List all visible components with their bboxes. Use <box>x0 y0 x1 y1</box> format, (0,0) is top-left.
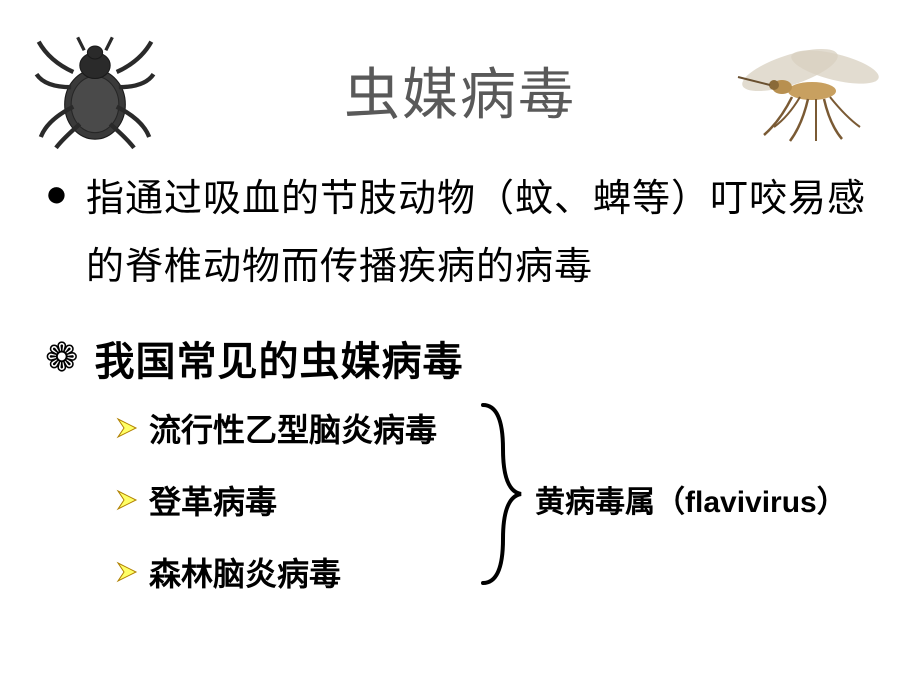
definition-text: 指通过吸血的节肢动物（蚊、蜱等）叮咬易感的脊椎动物而传播疾病的病毒 <box>86 165 875 301</box>
brace-icon <box>475 399 525 589</box>
section-heading: 我国常见的虫媒病毒 <box>95 329 464 387</box>
slide-title: 虫媒病毒 <box>0 50 920 131</box>
definition-row: ● 指通过吸血的节肢动物（蚊、蜱等）叮咬易感的脊椎动物而传播疾病的病毒 <box>45 165 875 301</box>
list-item-label: 登革病毒 <box>149 477 277 523</box>
sublist-area: 流行性乙型脑炎病毒 登革病毒 森林脑炎病毒 黄病毒属（ <box>115 405 875 595</box>
list-item-label: 流行性乙型脑炎病毒 <box>149 405 437 451</box>
right-arrow-icon <box>115 560 139 584</box>
flower-icon: ❁ <box>45 333 79 383</box>
section-row: ❁ 我国常见的虫媒病毒 <box>45 329 875 387</box>
slide-content: ● 指通过吸血的节肢动物（蚊、蜱等）叮咬易感的脊椎动物而传播疾病的病毒 ❁ 我国… <box>45 155 875 595</box>
right-arrow-icon <box>115 416 139 440</box>
annotation-text: 黄病毒属（flavivirus） <box>535 477 847 521</box>
right-arrow-icon <box>115 488 139 512</box>
list-item-label: 森林脑炎病毒 <box>149 549 341 595</box>
bullet-icon: ● <box>45 165 68 223</box>
slide: 虫媒病毒 ● 指通过吸血的节肢动物（蚊、蜱等）叮咬易感的脊椎动物而传播疾病的病毒… <box>0 0 920 690</box>
